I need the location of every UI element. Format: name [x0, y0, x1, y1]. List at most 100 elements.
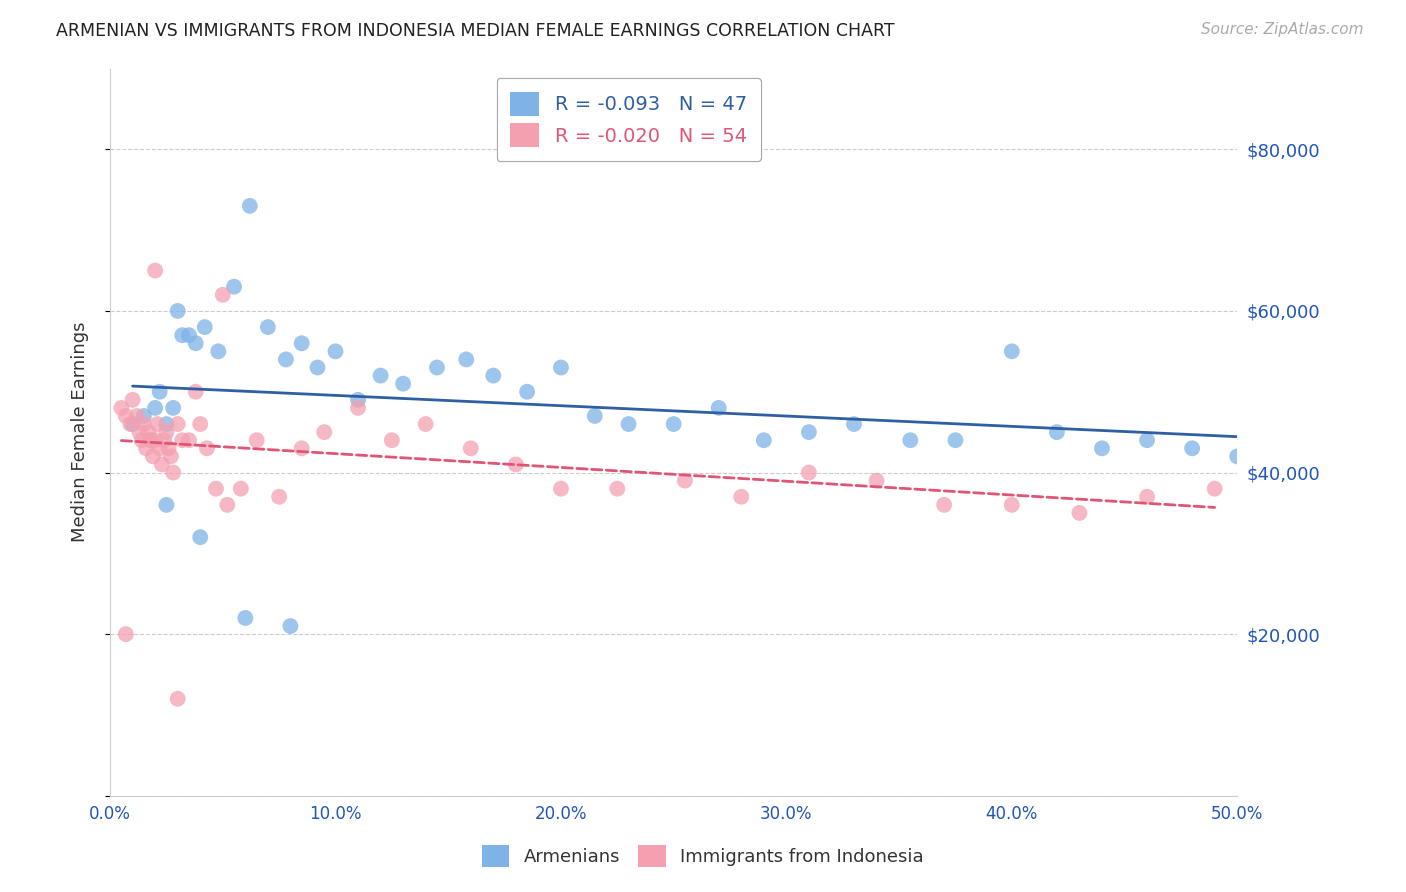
Point: [291, 442, 314, 456]
Point: [132, 417, 155, 431]
Point: [188, 530, 211, 544]
Point: [1069, 506, 1091, 520]
Point: [617, 417, 640, 431]
Point: [381, 434, 404, 448]
Point: [150, 458, 173, 472]
Point: [139, 434, 162, 448]
Point: [142, 450, 165, 464]
Point: [166, 304, 188, 318]
Point: [155, 498, 177, 512]
Point: [505, 458, 527, 472]
Point: [184, 336, 207, 351]
Point: [1136, 434, 1159, 448]
Point: [177, 434, 200, 448]
Point: [138, 425, 160, 439]
Point: [865, 474, 887, 488]
Point: [217, 498, 239, 512]
Point: [1001, 498, 1024, 512]
Point: [257, 320, 280, 334]
Point: [1001, 344, 1024, 359]
Point: [115, 409, 138, 423]
Point: [370, 368, 392, 383]
Point: [392, 376, 415, 391]
Point: [662, 417, 685, 431]
Y-axis label: Median Female Earnings: Median Female Earnings: [72, 322, 89, 542]
Point: [110, 401, 132, 415]
Point: [291, 336, 314, 351]
Point: [673, 474, 696, 488]
Point: [1226, 450, 1249, 464]
Point: [121, 392, 143, 407]
Point: [797, 425, 820, 439]
Point: [1046, 425, 1069, 439]
Point: [945, 434, 967, 448]
Point: [162, 466, 184, 480]
Point: [139, 434, 162, 448]
Point: [162, 401, 184, 415]
Point: [314, 425, 336, 439]
Point: [1136, 490, 1159, 504]
Point: [325, 344, 347, 359]
Point: [160, 450, 183, 464]
Point: [842, 417, 865, 431]
Point: [149, 442, 172, 456]
Point: [222, 279, 245, 293]
Point: [797, 466, 820, 480]
Point: [347, 401, 370, 415]
Point: [307, 360, 329, 375]
Point: [153, 434, 176, 448]
Point: [143, 401, 166, 415]
Point: [934, 498, 956, 512]
Point: [606, 482, 628, 496]
Point: [752, 434, 775, 448]
Point: [456, 352, 478, 367]
Point: [157, 442, 180, 456]
Point: [274, 352, 297, 367]
Point: [1204, 482, 1226, 496]
Point: [146, 417, 169, 431]
Point: [155, 417, 177, 431]
Point: [120, 417, 142, 431]
Point: [127, 409, 149, 423]
Point: [211, 287, 233, 301]
Point: [121, 417, 143, 431]
Point: [143, 434, 166, 448]
Legend: Armenians, Immigrants from Indonesia: Armenians, Immigrants from Indonesia: [475, 838, 931, 874]
Point: [898, 434, 921, 448]
Point: [128, 425, 150, 439]
Point: [482, 368, 505, 383]
Point: [730, 490, 752, 504]
Point: [143, 263, 166, 277]
Point: [550, 482, 572, 496]
Point: [188, 417, 211, 431]
Point: [415, 417, 437, 431]
Legend: R = -0.093   N = 47, R = -0.020   N = 54: R = -0.093 N = 47, R = -0.020 N = 54: [496, 78, 761, 161]
Point: [239, 199, 262, 213]
Point: [460, 442, 482, 456]
Point: [135, 442, 157, 456]
Point: [229, 482, 252, 496]
Point: [707, 401, 730, 415]
Point: [426, 360, 449, 375]
Point: [155, 425, 177, 439]
Point: [1181, 442, 1204, 456]
Point: [172, 328, 194, 343]
Point: [149, 384, 172, 399]
Point: [207, 344, 229, 359]
Point: [132, 409, 155, 423]
Point: [550, 360, 572, 375]
Point: [347, 392, 370, 407]
Point: [205, 482, 228, 496]
Point: [194, 320, 217, 334]
Point: [516, 384, 538, 399]
Point: [166, 691, 188, 706]
Text: ARMENIAN VS IMMIGRANTS FROM INDONESIA MEDIAN FEMALE EARNINGS CORRELATION CHART: ARMENIAN VS IMMIGRANTS FROM INDONESIA ME…: [56, 22, 894, 40]
Point: [246, 434, 269, 448]
Text: Source: ZipAtlas.com: Source: ZipAtlas.com: [1201, 22, 1364, 37]
Point: [233, 611, 256, 625]
Point: [583, 409, 606, 423]
Point: [115, 627, 138, 641]
Point: [177, 328, 200, 343]
Point: [131, 434, 153, 448]
Point: [280, 619, 302, 633]
